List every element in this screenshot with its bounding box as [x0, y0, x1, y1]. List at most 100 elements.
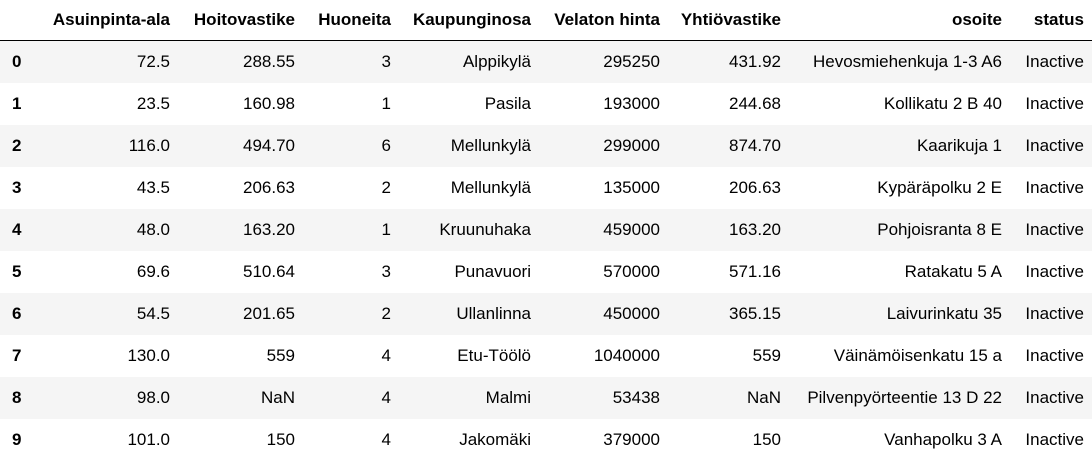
table-cell: Kollikatu 2 B 40 [883, 93, 1002, 113]
table-cell: 69.6 [136, 261, 170, 281]
table-row: 1 23.5 160.98 1 Pasila 193000 244.68 Kol… [0, 82, 1092, 125]
table-body: 0 72.5 288.55 3 Alppikylä 295250 431.92 … [0, 40, 1092, 461]
table-cell: Kruunuhaka [439, 219, 531, 239]
table-cell: 150 [266, 429, 295, 449]
row-index: 0 [12, 51, 22, 71]
table-cell: 54.5 [136, 303, 170, 323]
table-cell: Väinämöisenkatu 15 a [833, 345, 1002, 365]
table-cell: Inactive [1025, 93, 1084, 113]
table-cell: 4 [381, 345, 391, 365]
table-cell: Inactive [1025, 51, 1084, 71]
table-cell: 135000 [603, 177, 660, 197]
table-row: 0 72.5 288.55 3 Alppikylä 295250 431.92 … [0, 40, 1092, 83]
column-header: osoite [789, 0, 1010, 41]
table-cell: 379000 [603, 429, 660, 449]
table-cell: Inactive [1025, 219, 1084, 239]
column-header: Yhtiövastike [668, 0, 789, 41]
table-cell: 3 [381, 51, 391, 71]
table-cell: 163.20 [243, 219, 295, 239]
table-cell: Jakomäki [459, 429, 531, 449]
table-cell: 510.64 [243, 261, 295, 281]
table-cell: Inactive [1025, 177, 1084, 197]
table-cell: 559 [266, 345, 295, 365]
table-cell: Mellunkylä [450, 177, 531, 197]
table-cell: Inactive [1025, 261, 1084, 281]
table-row: 3 43.5 206.63 2 Mellunkylä 135000 206.63… [0, 166, 1092, 209]
column-header: Asuinpinta-ala [38, 0, 178, 41]
table-cell: 43.5 [136, 177, 170, 197]
row-index: 9 [12, 429, 22, 449]
table-cell: 2 [381, 177, 391, 197]
table-cell: 48.0 [136, 219, 170, 239]
table-row: 5 69.6 510.64 3 Punavuori 570000 571.16 … [0, 250, 1092, 293]
table-cell: 206.63 [243, 177, 295, 197]
table-cell: 163.20 [729, 219, 781, 239]
table-cell: Inactive [1025, 387, 1084, 407]
table-cell: 72.5 [136, 51, 170, 71]
table-cell: 365.15 [729, 303, 781, 323]
row-index: 6 [12, 303, 22, 323]
table-cell: Laivurinkatu 35 [886, 303, 1002, 323]
table-cell: Ullanlinna [456, 303, 531, 323]
table-cell: 459000 [603, 219, 660, 239]
table-cell: Inactive [1025, 345, 1084, 365]
table-cell: Inactive [1025, 135, 1084, 155]
table-cell: 299000 [603, 135, 660, 155]
column-header: Hoitovastike [178, 0, 303, 41]
table-cell: 1 [381, 93, 391, 113]
table-cell: 4 [381, 429, 391, 449]
table-cell: 295250 [603, 51, 660, 71]
table-row: 4 48.0 163.20 1 Kruunuhaka 459000 163.20… [0, 208, 1092, 251]
row-index: 3 [12, 177, 22, 197]
table-cell: Malmi [485, 387, 531, 407]
table-cell: 571.16 [729, 261, 781, 281]
table-cell: 150 [752, 429, 781, 449]
table-row: 6 54.5 201.65 2 Ullanlinna 450000 365.15… [0, 292, 1092, 335]
table-row: 2 116.0 494.70 6 Mellunkylä 299000 874.7… [0, 124, 1092, 167]
table-cell: 874.70 [729, 135, 781, 155]
table-cell: 244.68 [729, 93, 781, 113]
table-cell: Inactive [1025, 303, 1084, 323]
table-cell: 23.5 [136, 93, 170, 113]
table-cell: Alppikylä [462, 51, 531, 71]
row-index: 1 [12, 93, 22, 113]
table-cell: 570000 [603, 261, 660, 281]
table-cell: Ratakatu 5 A [904, 261, 1002, 281]
row-index: 7 [12, 345, 22, 365]
column-header: Huoneita [303, 0, 399, 41]
table-cell: 1 [381, 219, 391, 239]
row-index: 4 [12, 219, 22, 239]
table-cell: 4 [381, 387, 391, 407]
table-cell: 1040000 [593, 345, 660, 365]
table-cell: NaN [746, 387, 781, 407]
column-header: Kaupunginosa [399, 0, 539, 41]
table-cell: 2 [381, 303, 391, 323]
table-cell: 6 [381, 135, 391, 155]
table-row: 7 130.0 559 4 Etu-Töölö 1040000 559 Väin… [0, 334, 1092, 377]
table-cell: Kaarikuja 1 [916, 135, 1002, 155]
table-cell: NaN [260, 387, 295, 407]
table-cell: 130.0 [127, 345, 170, 365]
table-row: 8 98.0 NaN 4 Malmi 53438 NaN Pilvenpyört… [0, 376, 1092, 419]
table-cell: 288.55 [243, 51, 295, 71]
table-cell: Kypäräpolku 2 E [877, 177, 1002, 197]
table-cell: Pilvenpyörteentie 13 D 22 [807, 387, 1002, 407]
row-index: 5 [12, 261, 22, 281]
table-cell: 559 [752, 345, 781, 365]
table-cell: Etu-Töölö [457, 345, 531, 365]
row-index: 8 [12, 387, 22, 407]
table-cell: 193000 [603, 93, 660, 113]
table-cell: Inactive [1025, 429, 1084, 449]
table-cell: 450000 [603, 303, 660, 323]
table-row: 9 101.0 150 4 Jakomäki 379000 150 Vanhap… [0, 418, 1092, 461]
table-cell: 201.65 [243, 303, 295, 323]
row-index: 2 [12, 135, 22, 155]
table-header: Asuinpinta-ala Hoitovastike Huoneita Kau… [0, 0, 1092, 41]
column-header: status [1010, 0, 1092, 41]
table-cell: 116.0 [128, 135, 170, 155]
table-cell: Vanhapolku 3 A [884, 429, 1002, 449]
dataframe-table: Asuinpinta-ala Hoitovastike Huoneita Kau… [0, 0, 1092, 461]
table-cell: 206.63 [729, 177, 781, 197]
column-header: Velaton hinta [539, 0, 668, 41]
